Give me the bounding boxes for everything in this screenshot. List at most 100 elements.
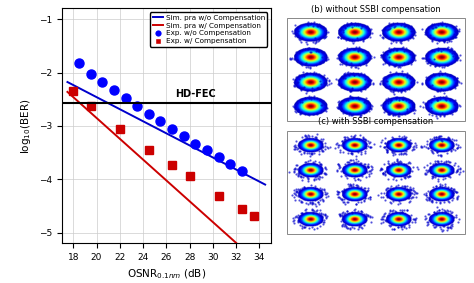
Point (407, 106, 414, 110)
Point (293, 189, 301, 194)
Point (436, 88, 443, 93)
Point (398, 152, 405, 156)
Point (351, 133, 359, 137)
Point (412, 142, 419, 147)
Point (363, 188, 370, 193)
Point (317, 212, 324, 217)
Point (292, 171, 300, 176)
Point (301, 95, 309, 100)
Point (305, 112, 312, 116)
Point (423, 61, 431, 65)
Point (298, 74, 306, 78)
Point (308, 208, 316, 213)
Point (366, 140, 374, 145)
Point (451, 35, 459, 39)
Point (363, 110, 370, 115)
Point (337, 168, 345, 173)
Point (344, 151, 352, 156)
Point (348, 38, 356, 42)
Point (436, 134, 444, 138)
Point (338, 223, 346, 228)
Point (409, 145, 417, 149)
Point (354, 66, 362, 70)
Point (325, 78, 333, 82)
Point (409, 108, 416, 112)
Point (365, 169, 373, 173)
Point (363, 170, 371, 174)
Point (382, 58, 389, 63)
Point (293, 58, 301, 63)
Point (305, 135, 312, 140)
Point (338, 213, 346, 218)
Point (344, 97, 351, 102)
Point (428, 110, 436, 115)
Point (337, 53, 344, 57)
Point (404, 37, 412, 42)
Point (322, 215, 330, 219)
Point (355, 97, 363, 101)
Point (366, 145, 374, 150)
Point (322, 216, 329, 220)
Point (290, 169, 298, 173)
Point (355, 48, 362, 53)
Point (435, 63, 443, 68)
Point (395, 111, 402, 116)
Point (312, 70, 320, 75)
Point (294, 108, 302, 112)
Point (352, 183, 359, 187)
Point (306, 65, 314, 69)
Point (439, 46, 447, 51)
Point (313, 111, 321, 116)
Point (343, 186, 350, 191)
Point (437, 97, 444, 101)
Point (405, 174, 413, 179)
Point (449, 34, 456, 38)
Point (333, 56, 341, 61)
Point (312, 201, 319, 206)
Point (445, 225, 452, 230)
Point (334, 162, 342, 166)
Point (454, 78, 462, 83)
Point (432, 200, 440, 204)
Point (308, 201, 316, 206)
Point (452, 169, 459, 174)
Point (381, 136, 389, 140)
Point (400, 20, 408, 25)
Point (290, 83, 298, 88)
Point (390, 25, 398, 29)
Point (337, 174, 345, 179)
Point (439, 174, 447, 179)
Point (347, 113, 355, 118)
Point (450, 75, 458, 80)
Point (376, 82, 384, 86)
Point (366, 215, 374, 219)
Point (336, 165, 344, 170)
Point (432, 112, 440, 117)
Point (315, 86, 322, 91)
Point (423, 29, 431, 34)
Point (359, 38, 366, 42)
Point (361, 161, 369, 166)
Point (362, 149, 369, 153)
Point (323, 78, 330, 83)
Point (309, 207, 317, 212)
Point (406, 200, 413, 204)
Point (295, 172, 303, 177)
Point (381, 74, 388, 79)
Point (294, 218, 301, 222)
Point (318, 211, 325, 216)
Point (381, 161, 388, 166)
Point (301, 149, 308, 154)
Point (297, 61, 304, 66)
Point (410, 78, 418, 83)
Point (380, 145, 388, 149)
Point (366, 35, 374, 39)
Point (325, 57, 332, 61)
Point (321, 101, 328, 106)
Point (452, 189, 460, 194)
Point (335, 78, 342, 83)
Point (402, 46, 410, 50)
Point (301, 133, 309, 137)
Point (407, 196, 415, 201)
Point (393, 159, 401, 163)
